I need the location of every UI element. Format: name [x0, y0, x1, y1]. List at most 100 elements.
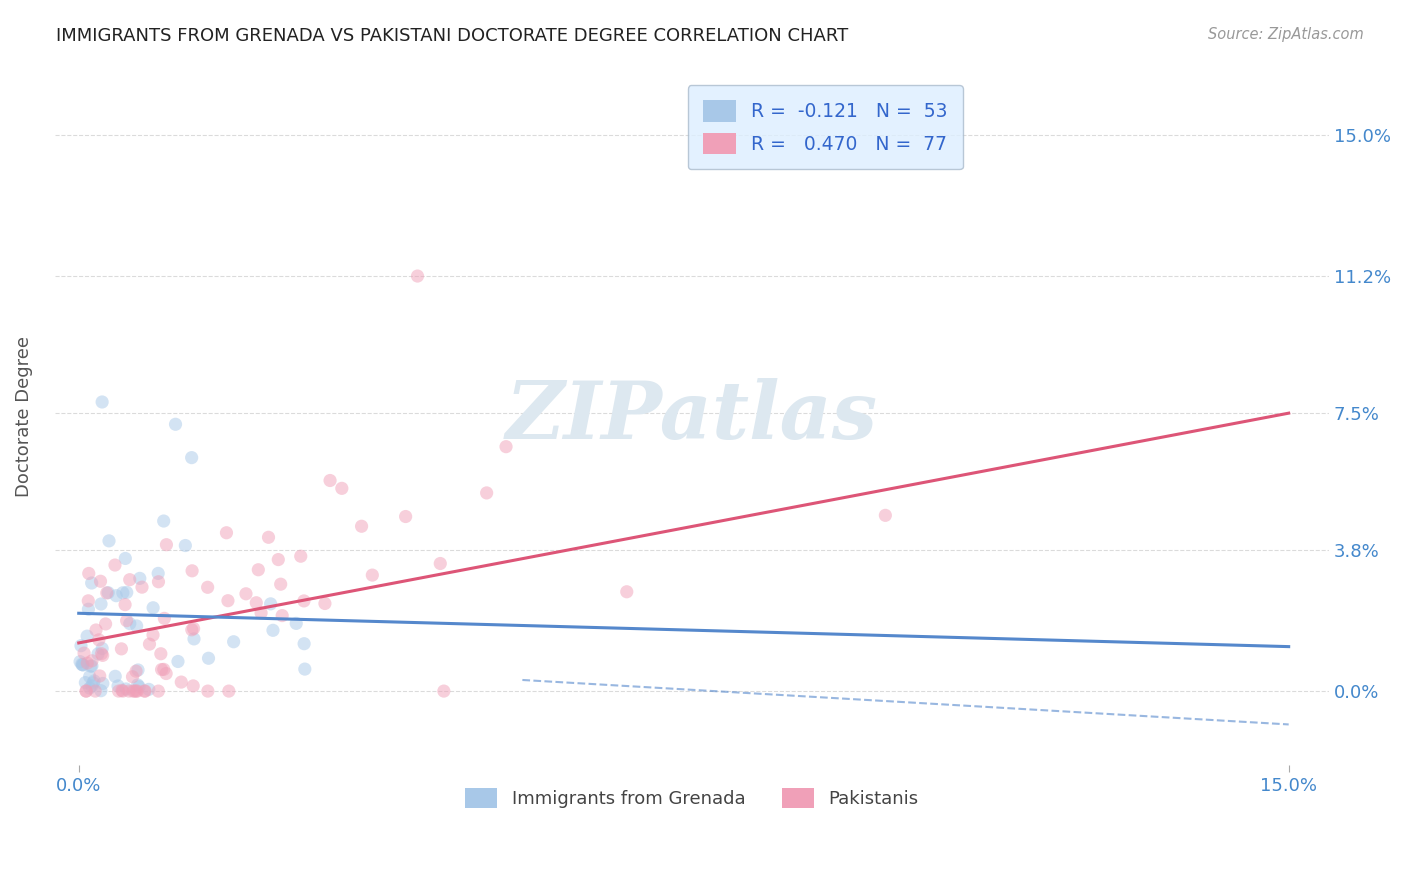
Point [91, 676, 114, 690]
Point [350, 519, 373, 533]
Point [89, 669, 111, 683]
Point [292, 637, 315, 651]
Point [314, 597, 336, 611]
Point [222, 634, 245, 648]
Point [170, 675, 193, 690]
Point [104, 558, 127, 572]
Point [181, 564, 204, 578]
Point [94, 616, 117, 631]
Point [319, 474, 342, 488]
Point [215, 525, 238, 540]
Point [111, 684, 134, 698]
Point [80, 679, 103, 693]
Point [174, 539, 197, 553]
Point [79, 681, 101, 695]
Point [138, 637, 160, 651]
Point [75, 675, 97, 690]
Point [218, 684, 240, 698]
Point [152, 662, 174, 676]
Text: ZIPatlas: ZIPatlas [506, 378, 877, 456]
Point [80, 659, 103, 673]
Point [84, 684, 107, 698]
Point [134, 684, 156, 698]
Text: Source: ZipAtlas.com: Source: ZipAtlas.com [1208, 27, 1364, 42]
Point [75, 684, 97, 698]
Point [433, 684, 456, 698]
Point [98, 533, 121, 548]
Point [72, 657, 94, 672]
Point [111, 586, 134, 600]
Point [267, 552, 290, 566]
Point [91, 648, 114, 663]
Point [271, 608, 294, 623]
Point [149, 647, 172, 661]
Point [250, 606, 273, 620]
Point [183, 622, 205, 636]
Point [122, 684, 145, 698]
Point [180, 450, 202, 465]
Point [150, 663, 173, 677]
Point [197, 684, 219, 698]
Point [217, 593, 239, 607]
Point [183, 632, 205, 646]
Point [429, 557, 451, 571]
Point [128, 571, 150, 585]
Point [197, 580, 219, 594]
Point [259, 597, 281, 611]
Point [114, 598, 136, 612]
Point [70, 639, 93, 653]
Legend: Immigrants from Grenada, Pakistanis: Immigrants from Grenada, Pakistanis [458, 781, 927, 815]
Point [90, 683, 112, 698]
Point [127, 678, 149, 692]
Point [115, 614, 138, 628]
Point [134, 684, 156, 698]
Point [69, 655, 91, 669]
Point [115, 585, 138, 599]
Point [148, 574, 170, 589]
Point [83, 673, 105, 688]
Y-axis label: Doctorate Degree: Doctorate Degree [15, 336, 32, 498]
Point [257, 530, 280, 544]
Point [79, 669, 101, 683]
Point [262, 624, 284, 638]
Point [361, 568, 384, 582]
Point [330, 481, 353, 495]
Point [80, 654, 103, 668]
Point [110, 641, 132, 656]
Point [270, 577, 292, 591]
Point [153, 611, 176, 625]
Point [118, 684, 141, 698]
Point [285, 616, 308, 631]
Point [290, 549, 312, 564]
Point [235, 587, 257, 601]
Point [138, 682, 160, 697]
Point [247, 563, 270, 577]
Point [875, 508, 897, 523]
Point [197, 651, 219, 665]
Point [91, 395, 114, 409]
Point [97, 585, 120, 599]
Point [75, 684, 97, 698]
Point [155, 538, 177, 552]
Point [142, 600, 165, 615]
Point [91, 641, 114, 656]
Point [87, 647, 110, 661]
Point [180, 623, 202, 637]
Point [294, 662, 316, 676]
Point [104, 669, 127, 683]
Point [80, 659, 103, 673]
Point [82, 676, 104, 690]
Point [87, 632, 110, 647]
Point [77, 602, 100, 616]
Point [152, 514, 174, 528]
Point [292, 594, 315, 608]
Point [90, 597, 112, 611]
Point [111, 683, 134, 698]
Point [127, 663, 149, 677]
Point [125, 619, 148, 633]
Point [127, 684, 149, 698]
Point [107, 684, 129, 698]
Point [72, 657, 94, 672]
Point [475, 486, 498, 500]
Point [121, 670, 143, 684]
